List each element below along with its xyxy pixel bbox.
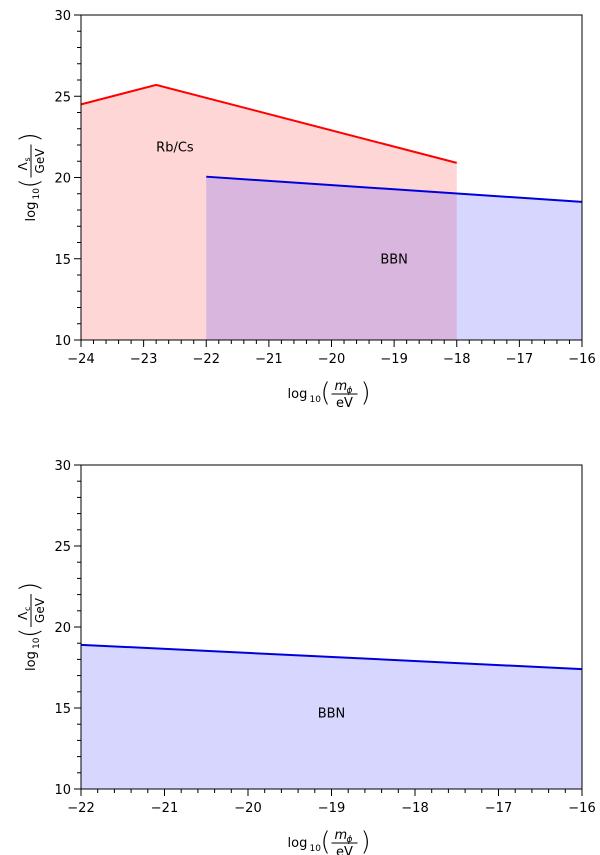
series-line-2 — [206, 175, 583, 203]
x-tick-label: −22 — [67, 801, 94, 816]
y-axis-label-den: GeV — [33, 597, 47, 623]
x-tick-label: −21 — [255, 352, 282, 367]
x-axis-label-num-sub: ϕ — [347, 835, 353, 845]
x-tick-label: −17 — [506, 352, 533, 367]
y-axis-label-sub: 10 — [32, 637, 42, 649]
region-label-bbn: BBN — [380, 253, 408, 268]
x-axis-label-sub: 10 — [310, 844, 322, 854]
x-axis-label-paren: ) — [361, 827, 371, 855]
series-fill-1 — [81, 644, 582, 789]
y-axis-label-num: Λ — [16, 162, 30, 171]
region-label-bbn: BBN — [318, 707, 346, 722]
x-tick-label: −18 — [443, 352, 470, 367]
y-axis-label-paren: ( — [15, 628, 45, 638]
x-axis-label-num: m — [335, 379, 348, 394]
y-tick-label: 15 — [54, 702, 71, 717]
y-tick-label: 30 — [54, 9, 71, 24]
y-axis-label-den: GeV — [33, 148, 47, 174]
y-axis-label: log 10( Λs GeV) — [15, 132, 47, 221]
x-axis-label-den: eV — [336, 845, 353, 855]
x-axis-label-paren: ( — [321, 378, 331, 408]
overlap-fill — [206, 176, 457, 340]
y-tick-label: 25 — [54, 540, 71, 555]
y-tick-label: 10 — [54, 783, 71, 798]
x-axis-label-paren: ) — [361, 378, 371, 408]
chart-panel-1: −24 −23 −22 −21 −20 −19 −18 −17 −16 10 15 20 25 30 Rb/… — [15, 9, 596, 411]
x-axis-label-den: eV — [336, 396, 353, 411]
x-axis-label-sub: 10 — [310, 395, 322, 405]
x-tick-label: −19 — [380, 352, 407, 367]
y-axis-label: log 10( Λc GeV) — [15, 582, 47, 671]
x-axis-label: log 10( m ϕeV) — [288, 827, 371, 855]
x-tick-label: −16 — [568, 801, 595, 816]
x-tick-label: −19 — [318, 801, 345, 816]
x-tick-label: −16 — [568, 352, 595, 367]
x-tick-label: −22 — [193, 352, 220, 367]
x-tick-label: −18 — [401, 801, 428, 816]
y-axis-label-num-sub: s — [23, 157, 32, 161]
y-axis-label-paren: ) — [15, 132, 45, 142]
x-tick-label: −20 — [234, 801, 261, 816]
y-axis-label-paren: ) — [15, 582, 45, 592]
y-axis-label-paren: ( — [15, 178, 45, 188]
y-tick-label: 20 — [54, 172, 71, 187]
y-axis-label-log: log — [24, 651, 39, 671]
series-line-1 — [80, 643, 583, 671]
y-tick-label: 25 — [54, 90, 71, 105]
x-tick-label: −23 — [130, 352, 157, 367]
x-axis-label-log: log — [288, 387, 308, 402]
y-axis-label-num: Λ — [16, 611, 30, 620]
y-axis-label-sub: 10 — [32, 188, 42, 200]
y-tick-label: 20 — [54, 621, 71, 636]
series-line-1 — [80, 83, 458, 164]
x-axis-label-paren: ( — [321, 827, 331, 855]
x-axis-label-num: m — [335, 828, 348, 843]
y-axis-label-log: log — [24, 202, 39, 222]
region-label-rb-cs: Rb/Cs — [156, 141, 194, 156]
y-tick-label: 10 — [54, 334, 71, 349]
y-axis-label-num-sub: c — [23, 607, 32, 611]
y-tick-label: 30 — [54, 459, 71, 474]
x-tick-label: −20 — [318, 352, 345, 367]
x-axis-label-log: log — [288, 836, 308, 851]
x-axis-label: log 10( m ϕeV) — [288, 378, 371, 411]
x-axis-label-num-sub: ϕ — [347, 386, 353, 396]
x-tick-label: −21 — [151, 801, 178, 816]
y-tick-label: 15 — [54, 253, 71, 268]
x-tick-label: −17 — [485, 801, 512, 816]
x-tick-label: −24 — [67, 352, 94, 367]
